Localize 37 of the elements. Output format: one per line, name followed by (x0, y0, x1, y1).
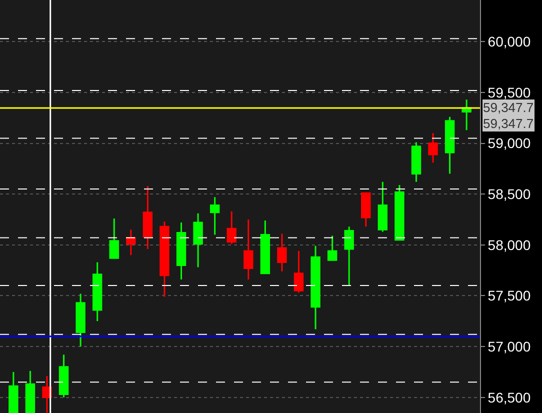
y-tick-label: 59,500 (488, 84, 531, 100)
candlestick (428, 132, 438, 164)
candlestick (444, 116, 455, 175)
candlestick (160, 220, 170, 298)
candlestick (394, 184, 404, 241)
y-tick-label: 58,000 (488, 236, 531, 253)
text: 59,347.7 (483, 116, 534, 131)
candlestick (260, 220, 270, 274)
y-tick-label: 57,500 (488, 288, 531, 304)
candlestick (411, 142, 422, 183)
candlestick (142, 185, 153, 250)
candlestick (244, 218, 254, 280)
y-tick-label: 58,500 (488, 186, 531, 202)
candlestick (294, 250, 304, 294)
ref-line-label: 59,347.7 (483, 100, 534, 115)
y-tick-label: 60,000 (488, 34, 531, 50)
candlestick (310, 245, 320, 330)
candlestick (327, 235, 338, 261)
candlestick (193, 212, 203, 268)
y-tick-label: 57,000 (488, 338, 531, 354)
candlestick (58, 354, 69, 398)
candlestick (361, 192, 371, 228)
candlestick (226, 210, 236, 245)
y-tick-label: 59,000 (488, 135, 531, 152)
candlestick (8, 371, 18, 413)
candlestick (92, 261, 102, 322)
candlestick (378, 181, 388, 232)
candlestick (344, 226, 354, 286)
candlestick (462, 98, 472, 131)
candlestick (76, 292, 86, 348)
candlestick (210, 196, 220, 236)
candlestick (277, 232, 287, 272)
candlestick (25, 370, 36, 413)
candlestick (109, 218, 119, 259)
candlestick (126, 228, 136, 256)
y-tick-label: 56,500 (488, 389, 531, 406)
candlestick (176, 222, 186, 280)
